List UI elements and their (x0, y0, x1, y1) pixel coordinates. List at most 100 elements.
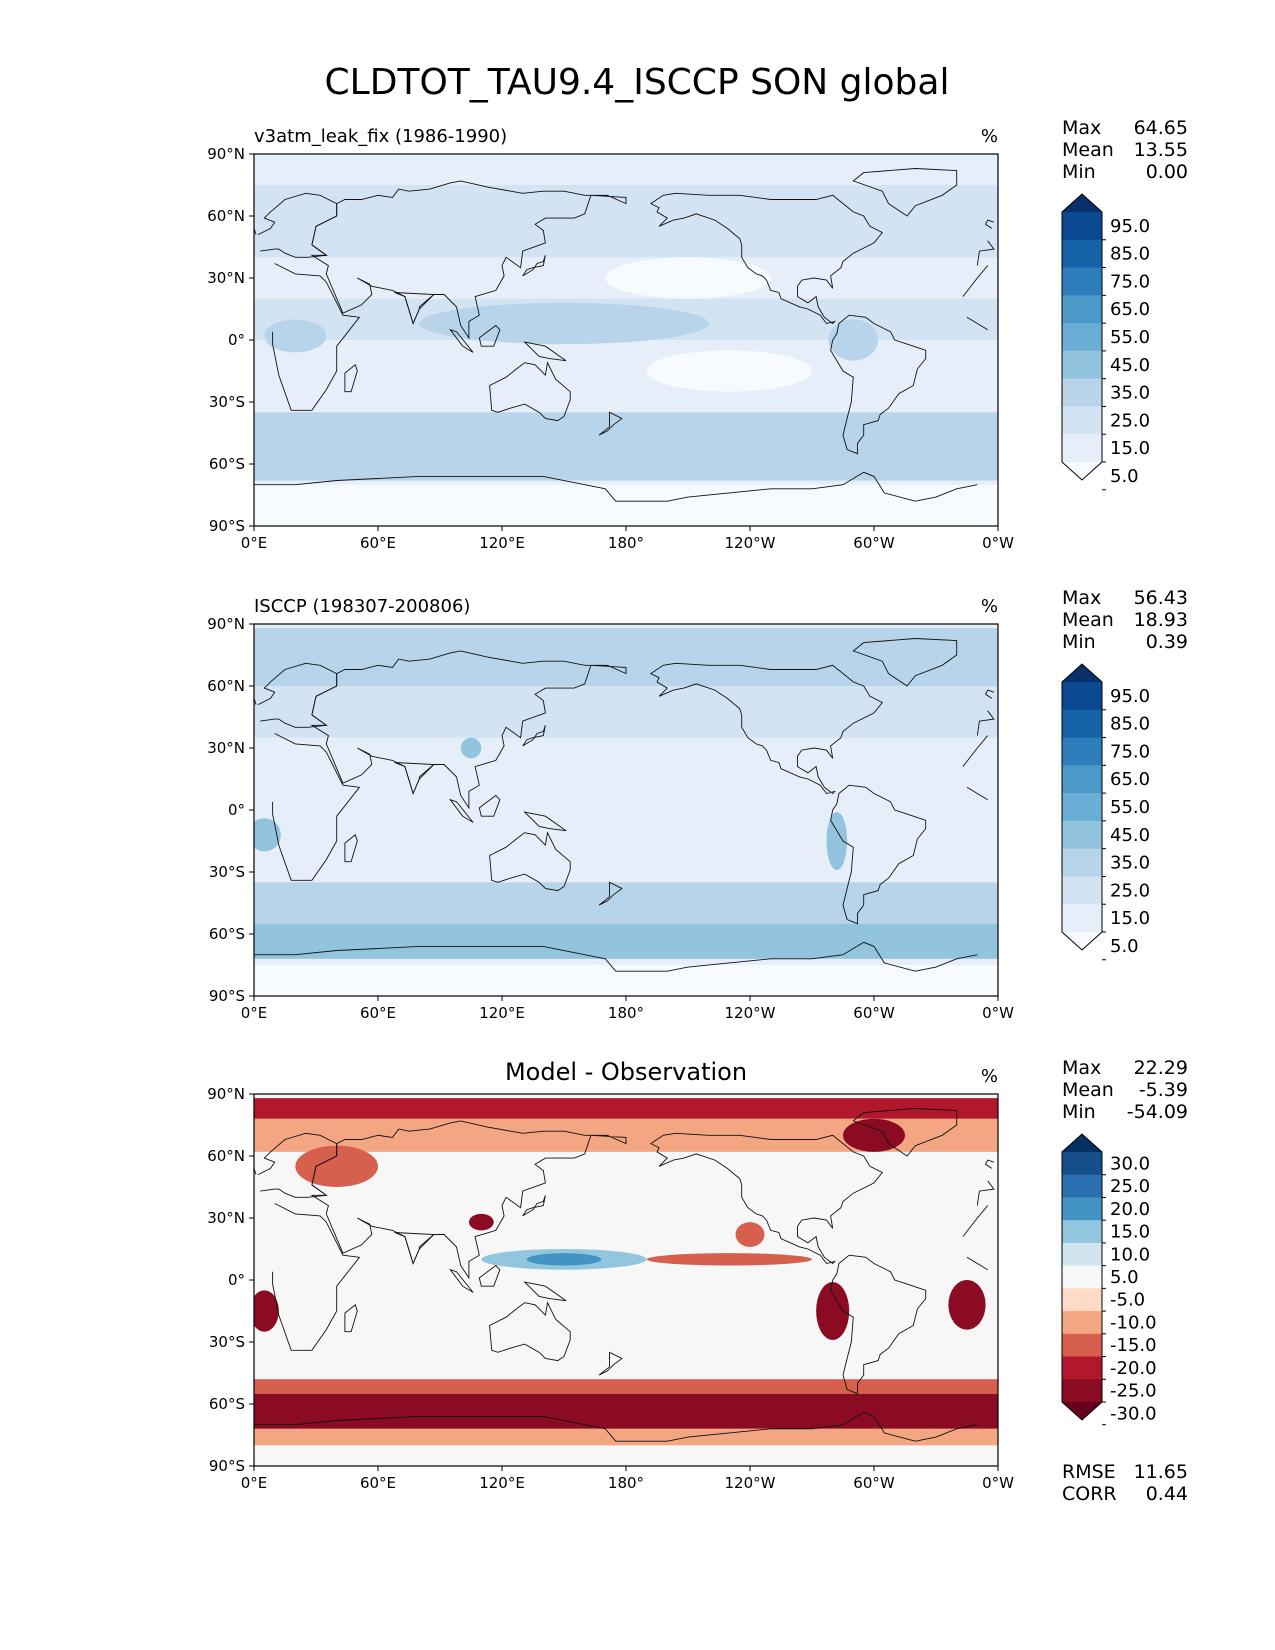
colorbar-label: 15.0 (1110, 908, 1150, 929)
colorbar-segment (1062, 1333, 1102, 1358)
colorbar-segment (1062, 1174, 1102, 1198)
field-subtropic-clear (605, 257, 771, 299)
stat-value: 0.44 (1146, 1483, 1188, 1505)
x-tick-label: 60°E (360, 1004, 396, 1022)
y-tick-label: 0° (228, 801, 245, 819)
colorbar-label: 55.0 (1110, 327, 1150, 348)
x-tick-label: 0°W (982, 1004, 1014, 1022)
field-antarctic-edge (254, 1428, 998, 1446)
x-tick-label: 120°W (725, 534, 776, 552)
coastline-greenland (852, 1108, 958, 1157)
colorbar-segment (1062, 1356, 1102, 1380)
coastline-antarctica-0 (254, 941, 978, 972)
colorbar-segment (1062, 793, 1102, 822)
coastline-madagascar (344, 1304, 358, 1333)
colorbar-label: -5.0 (1110, 1290, 1145, 1311)
colorbar-label: 95.0 (1110, 216, 1150, 237)
coastline-india (394, 762, 435, 795)
coastline-australia (489, 361, 571, 422)
colorbar-label: -20.0 (1110, 1358, 1157, 1379)
colorbar-segment (1062, 267, 1102, 296)
panels: v3atm_leak_fix (1986-1990) % 0°E 60°E 120°E 1… (207, 117, 1188, 1505)
coastline-south-america (830, 1254, 927, 1395)
coastline-sumatra (449, 1268, 474, 1293)
coastline-india (394, 292, 435, 325)
colorbar-segment (1062, 1379, 1102, 1403)
colorbar-segment (1062, 1220, 1102, 1244)
stat-value: 18.93 (1134, 609, 1188, 631)
coastline-africa-0 (962, 735, 989, 767)
colorbar-label: 35.0 (1110, 853, 1150, 874)
coastline-australia (489, 831, 571, 892)
coastline-north-america (649, 192, 883, 325)
colorbar-segment (1062, 1197, 1102, 1221)
stat-label: CORR (1062, 1483, 1117, 1505)
colorbar-segment (1062, 295, 1102, 324)
colorbar-segment (1062, 876, 1102, 905)
x-tick-label: 60°W (853, 1004, 895, 1022)
coastline-borneo (478, 1264, 501, 1287)
colorbar-label: 25.0 (1110, 1176, 1150, 1197)
coastline-uk-2 (985, 689, 995, 699)
coastline-africa-1 (272, 1203, 361, 1351)
coastline-europe-0 (976, 710, 995, 736)
field-peru-stratus (826, 812, 848, 870)
y-tick-label: 60°S (209, 1395, 245, 1413)
stat-label: Min (1062, 631, 1096, 653)
coastline-africa-1 (272, 263, 361, 411)
map-field (254, 624, 998, 996)
x-tick-label: 120°E (479, 1004, 525, 1022)
x-tick-label: 0°E (241, 534, 268, 552)
colorbar-label: 30.0 (1110, 1153, 1150, 1174)
colorbar: 30.025.020.015.010.05.0-5.0-10.0-15.0-20… (1061, 1133, 1157, 1426)
coastline-asia (310, 1120, 627, 1280)
panel-difference: Model - Observation % 0°E 60°E 120°E 180° 120°… (207, 1057, 1188, 1505)
panel-title: ISCCP (198307-200806) (254, 596, 470, 617)
colorbar-label: 25.0 (1110, 410, 1150, 431)
field-band-midlat-north (254, 686, 998, 738)
field-namibia-stratus (254, 818, 281, 852)
stat-label: Max (1062, 117, 1101, 139)
x-tick-label: 120°W (725, 1474, 776, 1492)
map-field (254, 1094, 998, 1466)
colorbar-segment (1062, 765, 1102, 794)
colorbar-label: 35.0 (1110, 383, 1150, 404)
stat-label: Min (1062, 1101, 1096, 1123)
x-tick-label: 0°E (241, 1004, 268, 1022)
colorbar-segment (1062, 212, 1102, 241)
coastline-new-zealand (598, 1351, 623, 1376)
coastline-japan (522, 1195, 546, 1217)
field-warm-pool-core (526, 1253, 602, 1266)
colorbar-label: 65.0 (1110, 769, 1150, 790)
colorbar-segment (1062, 406, 1102, 435)
colorbar-extend-max (1062, 1134, 1102, 1152)
y-tick-label: 60°S (209, 455, 245, 473)
stat-label: RMSE (1062, 1461, 1116, 1483)
colorbar-label: 75.0 (1110, 741, 1150, 762)
coastline-greenland (852, 638, 958, 687)
colorbar-label: -10.0 (1110, 1312, 1157, 1333)
y-tick-label: 90°N (207, 145, 245, 163)
colorbar-segment (1062, 682, 1102, 711)
field-itcz-bias (646, 1253, 812, 1266)
coastline-new-zealand (598, 881, 623, 906)
field-warm-pool (419, 302, 709, 345)
x-tick-label: 120°E (479, 1474, 525, 1492)
coastline-new-zealand (598, 411, 623, 436)
stat-value: 13.55 (1134, 139, 1188, 161)
coastline-india (394, 1232, 435, 1265)
colorbar-extend-max (1062, 664, 1102, 682)
coastline-sumatra (449, 328, 474, 353)
colorbar-label: 15.0 (1110, 438, 1150, 459)
colorbar-segment (1062, 434, 1102, 463)
coastline-new-guinea (523, 341, 567, 362)
coastline-japan (522, 255, 546, 277)
colorbar-label: 85.0 (1110, 714, 1150, 735)
field-africa-convection (264, 319, 327, 353)
colorbar-segment (1062, 1242, 1102, 1267)
coastline-africa-2 (966, 786, 988, 801)
coastline-new-guinea (523, 811, 567, 832)
coastline-south-america (830, 314, 927, 455)
field-greenland-bias (843, 1118, 905, 1152)
figure-title: CLDTOT_TAU9.4_ISCCP SON global (325, 62, 950, 103)
